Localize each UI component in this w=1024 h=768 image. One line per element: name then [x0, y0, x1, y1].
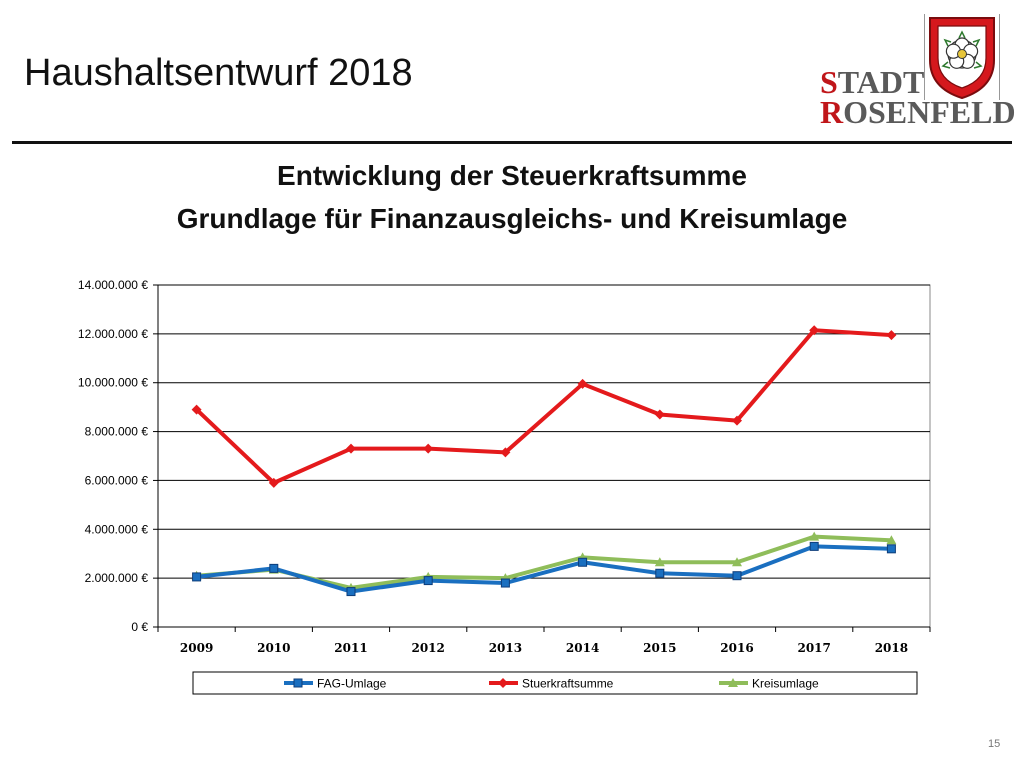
data-point-fag-umlage — [886, 544, 896, 554]
x-tick-label: 2009 — [180, 641, 213, 655]
stadt-rosenfeld-logo: STADT ROSENFELD — [808, 12, 1020, 138]
page-number: 15 — [988, 738, 1001, 750]
x-tick-label: 2013 — [489, 641, 522, 655]
data-point-steuerkraftsumme — [654, 409, 665, 420]
data-point-fag-umlage — [500, 578, 510, 588]
data-point-kreisumlage — [732, 557, 742, 567]
data-point-steuerkraftsumme — [500, 447, 511, 458]
y-tick-label: 8.000.000 € — [85, 425, 149, 439]
data-point-steuerkraftsumme — [498, 678, 508, 688]
title-divider — [12, 141, 1012, 144]
legend-label: Stuerkraftsumme — [522, 677, 614, 691]
data-point-steuerkraftsumme — [732, 415, 742, 426]
legend-label: Kreisumlage — [752, 677, 819, 691]
x-tick-label: 2012 — [411, 641, 444, 655]
series-line-stuerkraftsumme — [195, 328, 892, 485]
data-point-kreisumlage — [809, 531, 820, 541]
legend-label: FAG-Umlage — [317, 677, 387, 691]
x-tick-label: 2017 — [797, 641, 830, 655]
data-point-fag-umlage — [655, 568, 665, 578]
x-tick-label: 2018 — [875, 641, 908, 655]
data-point-steuerkraftsumme — [577, 378, 588, 389]
data-point-steuerkraftsumme — [423, 443, 434, 454]
data-point-fag-umlage — [269, 563, 279, 573]
y-tick-label: 10.000.000 € — [78, 376, 148, 390]
data-point-fag-umlage — [192, 572, 202, 582]
y-tick-label: 14.000.000 € — [78, 278, 148, 292]
data-point-steuerkraftsumme — [886, 330, 897, 341]
chart-title: Entwicklung der Steuerkraftsumme — [277, 160, 747, 191]
series-line-fag-umlage — [196, 544, 892, 594]
data-point-fag-umlage — [809, 541, 819, 551]
data-point-steuerkraftsumme — [346, 443, 356, 454]
slide-title: Haushaltsentwurf 2018 — [24, 52, 413, 94]
data-point-fag-umlage — [293, 678, 303, 688]
y-tick-label: 2.000.000 € — [85, 571, 149, 585]
data-point-kreisumlage — [728, 678, 738, 687]
data-point-kreisumlage — [654, 557, 665, 567]
x-tick-label: 2010 — [257, 641, 290, 655]
data-point-steuerkraftsumme — [268, 477, 279, 488]
data-point-fag-umlage — [578, 557, 588, 567]
y-tick-label: 12.000.000 € — [78, 327, 148, 341]
y-tick-label: 6.000.000 € — [85, 473, 149, 487]
coat-of-arms-icon — [924, 14, 1000, 100]
legend-box — [192, 671, 918, 695]
logo-text-stadt: STADT — [820, 64, 925, 100]
x-tick-label: 2016 — [720, 641, 753, 655]
data-point-kreisumlage — [886, 535, 897, 545]
data-point-fag-umlage — [423, 576, 433, 586]
y-tick-label: 0 € — [131, 620, 148, 634]
x-tick-label: 2011 — [334, 641, 367, 655]
data-point-fag-umlage — [346, 587, 356, 597]
data-point-steuerkraftsumme — [809, 325, 820, 336]
chart-subtitle: Grundlage für Finanzausgleichs- und Krei… — [176, 203, 848, 234]
data-point-steuerkraftsumme — [191, 404, 202, 415]
y-tick-label: 4.000.000 € — [85, 522, 149, 536]
data-point-fag-umlage — [732, 571, 742, 581]
logo-text-rosenfeld: ROSENFELD — [820, 94, 1016, 130]
x-tick-label: 2015 — [643, 641, 676, 655]
x-tick-label: 2014 — [566, 641, 599, 655]
plot-area — [157, 284, 931, 628]
line-chart: 0 € 2.000.000 € 4.000.000 € 6.000.000 € 8.00… — [78, 278, 931, 695]
